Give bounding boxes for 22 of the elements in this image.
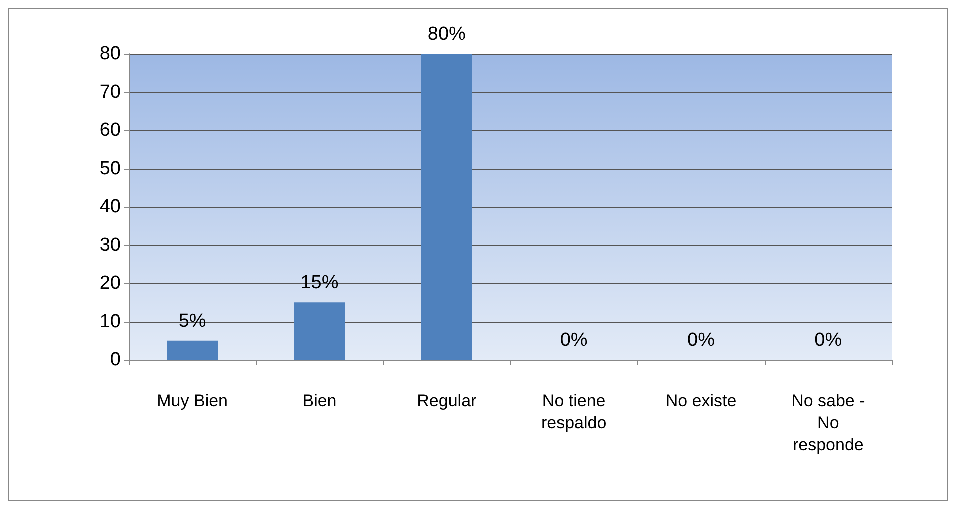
y-tick-label: 80 <box>100 44 121 64</box>
x-tick-label: Muy Bien <box>157 392 228 410</box>
bar <box>421 54 472 360</box>
y-tick-label: 10 <box>100 311 121 332</box>
data-label: 0% <box>814 330 842 351</box>
x-tick-label: Bien <box>302 392 337 410</box>
data-label: 80% <box>428 24 466 45</box>
x-tick-label: No existe <box>666 392 737 410</box>
y-tick-label: 70 <box>100 82 121 103</box>
bar <box>167 340 218 360</box>
x-tick-label: No tiene respaldo <box>541 392 607 432</box>
y-tick-label: 60 <box>100 120 121 141</box>
bar <box>294 302 346 360</box>
y-tick-label: 30 <box>100 234 121 256</box>
y-tick-label: 50 <box>100 158 121 180</box>
data-label: 0% <box>560 330 588 351</box>
x-tick-label: Regular <box>417 392 478 410</box>
data-label: 0% <box>688 330 716 351</box>
y-tick-label: 20 <box>100 273 121 294</box>
y-tick-label: 0 <box>110 350 121 370</box>
x-tick-label: No sabe - No responde <box>792 392 866 454</box>
y-tick-label: 40 <box>100 196 121 218</box>
